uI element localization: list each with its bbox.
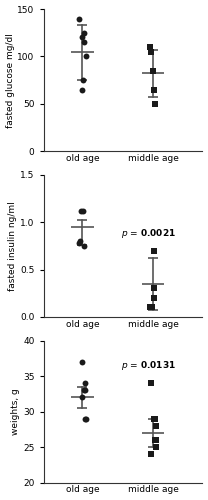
Point [154,422,157,430]
Y-axis label: weights, g: weights, g [11,388,20,435]
Text: $\it{p}$ = $\bf{0.0021}$: $\it{p}$ = $\bf{0.0021}$ [121,227,176,240]
Y-axis label: fasted insulin ng/ml: fasted insulin ng/ml [9,201,17,290]
Point [81,76,84,84]
Point [83,379,86,387]
Point [153,86,156,94]
Point [78,14,81,22]
Point [150,48,153,56]
Point [153,436,156,444]
Point [84,414,87,422]
Point [149,450,152,458]
Point [82,386,86,394]
Point [151,66,155,74]
Point [152,284,156,292]
Point [80,34,84,42]
Text: $\it{p}$ = $\bf{0.0131}$: $\it{p}$ = $\bf{0.0131}$ [121,359,176,372]
Point [79,237,82,245]
Point [148,43,152,51]
Point [153,414,156,422]
Point [81,207,84,215]
Point [79,207,83,215]
Point [83,242,86,250]
Point [83,28,86,36]
Y-axis label: fasted glucose mg/dl: fasted glucose mg/dl [6,32,15,128]
Point [152,246,156,254]
Point [84,414,88,422]
Point [83,386,87,394]
Point [78,239,81,247]
Point [152,294,155,302]
Point [154,100,157,108]
Point [84,52,88,60]
Point [154,443,157,451]
Point [80,394,83,402]
Point [149,379,153,387]
Point [81,86,84,94]
Point [80,358,84,366]
Point [154,436,157,444]
Point [152,414,156,422]
Point [150,304,154,312]
Point [82,38,86,46]
Point [148,304,151,312]
